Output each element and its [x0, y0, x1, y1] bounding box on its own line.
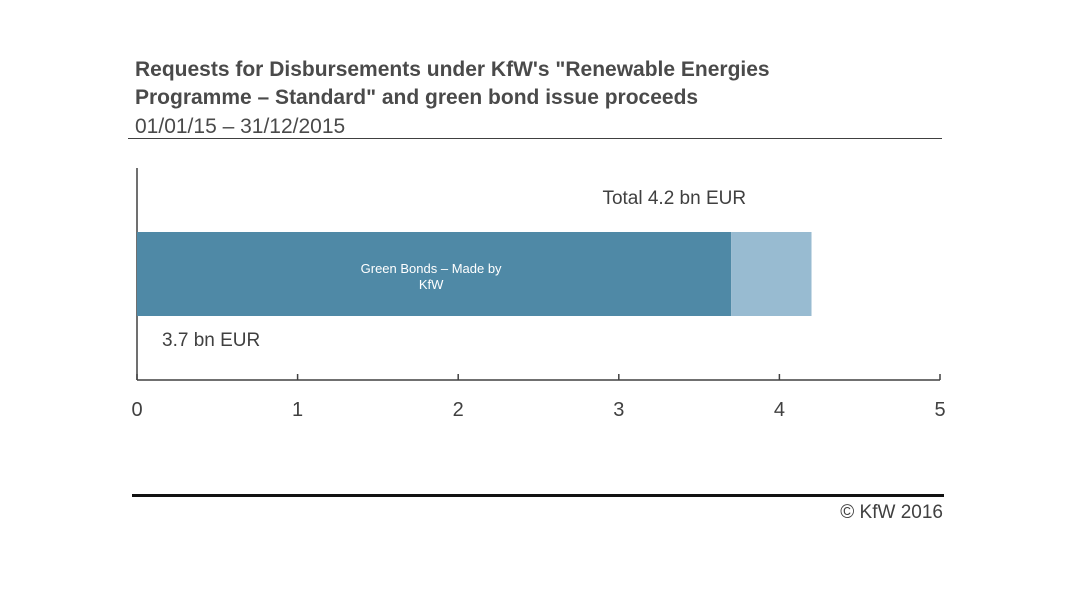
- bar-inner-label-line-2: KfW: [419, 277, 444, 292]
- x-tick-label: 0: [131, 399, 142, 421]
- labels-layer: Total 4.2 bn EUR 3.7 bn EUR Green Bonds …: [162, 188, 746, 351]
- chart-title: Requests for Disbursements under KfW's "…: [135, 56, 935, 112]
- copyright-notice: © KfW 2016: [840, 502, 943, 523]
- chart-subtitle: 01/01/15 – 31/12/2015: [135, 115, 346, 138]
- x-tick-label: 4: [774, 399, 785, 421]
- bar-segment-remainder: [731, 232, 812, 316]
- green-bonds-value-annotation: 3.7 bn EUR: [162, 330, 260, 351]
- axis-layer: 0 1 2 3 4 5: [131, 168, 946, 421]
- bars-layer: [137, 232, 812, 316]
- x-tick-label: 5: [934, 399, 945, 421]
- total-annotation: Total 4.2 bn EUR: [602, 188, 746, 209]
- chart-title-line-2: Programme – Standard" and green bond iss…: [135, 86, 699, 109]
- x-tick-label: 2: [453, 399, 464, 421]
- chart-title-line-1: Requests for Disbursements under KfW's "…: [135, 58, 770, 81]
- top-divider: [128, 138, 942, 139]
- x-tick-label: 3: [613, 399, 624, 421]
- bottom-divider: [132, 494, 944, 497]
- bar-inner-label-line-1: Green Bonds – Made by: [361, 261, 502, 276]
- bar-segment-green-bonds: [137, 232, 732, 316]
- x-tick-label: 1: [292, 399, 303, 421]
